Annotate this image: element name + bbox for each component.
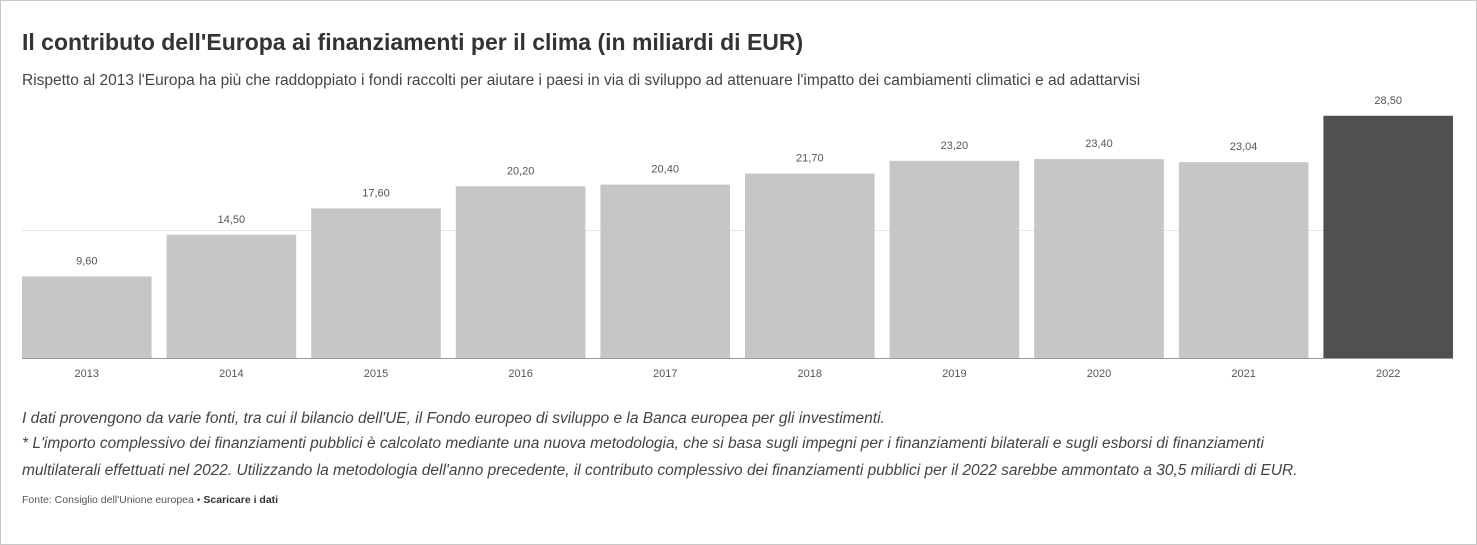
- bar-chart: 9,60 14,50 17,60 20,20 20,40 21,70 23,20 23,40 2…: [22, 95, 1453, 380]
- source-note: I dati provengono da varie fonti, tra cu…: [22, 410, 885, 427]
- bar-2018: [745, 173, 875, 358]
- x-tick-label-2014: 2014: [219, 368, 243, 380]
- download-data-link[interactable]: Scaricare i dati: [203, 494, 279, 506]
- bar-value-label-2020: 23,40: [1085, 138, 1113, 150]
- x-tick-label-2013: 2013: [75, 368, 99, 380]
- bar-value-label-2013: 9,60: [76, 255, 97, 267]
- bar-value-label-2014: 14,50: [218, 214, 246, 226]
- methodology-note-line-1: * L'importo complessivo dei finanziament…: [22, 435, 1264, 452]
- x-tick-label-2020: 2020: [1087, 368, 1111, 380]
- bar-value-labels: 9,60 14,50 17,60 20,20 20,40 21,70 23,20 23,40 2…: [76, 95, 1402, 268]
- bar-2019: [889, 160, 1020, 358]
- bar-2022: [1323, 115, 1453, 358]
- bar-2017: [600, 184, 730, 358]
- bar-value-label-2022: 28,50: [1374, 95, 1402, 107]
- methodology-note-line-2: multilaterali effettuati nel 2022. Utili…: [22, 462, 1298, 479]
- x-tick-label-2015: 2015: [364, 368, 388, 380]
- x-tick-label-2022: 2022: [1376, 368, 1400, 380]
- bar-2014: [166, 234, 297, 358]
- bar-2020: [1034, 159, 1164, 358]
- x-tick-label-2021: 2021: [1231, 368, 1255, 380]
- bar-value-label-2017: 20,40: [651, 164, 679, 176]
- footer: Fonte: Consiglio dell'Unione europea • S…: [22, 494, 278, 506]
- x-tick-label-2019: 2019: [942, 368, 966, 380]
- bar-2013: [22, 276, 152, 358]
- bar-value-label-2019: 23,20: [941, 140, 969, 152]
- bar-2015: [311, 208, 441, 358]
- bar-value-label-2018: 21,70: [796, 153, 824, 165]
- bar-value-label-2016: 20,20: [507, 165, 535, 177]
- bar-2016: [455, 186, 586, 358]
- footer-separator: •: [193, 494, 204, 506]
- bars: [22, 115, 1453, 358]
- chart-subtitle: Rispetto al 2013 l'Europa ha più che rad…: [22, 72, 1141, 89]
- bar-value-label-2021: 23,04: [1230, 141, 1258, 153]
- x-tick-label-2017: 2017: [653, 368, 677, 380]
- chart-title: Il contributo dell'Europa ai finanziamen…: [22, 29, 804, 55]
- bar-2021: [1178, 162, 1309, 358]
- x-tick-label-2016: 2016: [508, 368, 532, 380]
- bar-value-label-2015: 17,60: [362, 187, 390, 199]
- x-tick-label-2018: 2018: [798, 368, 822, 380]
- source-credit: Fonte: Consiglio dell'Unione europea: [22, 494, 194, 506]
- x-axis-tick-labels: 2013 2014 2015 2016 2017 2018 2019 2020 2021 2022: [75, 368, 1401, 380]
